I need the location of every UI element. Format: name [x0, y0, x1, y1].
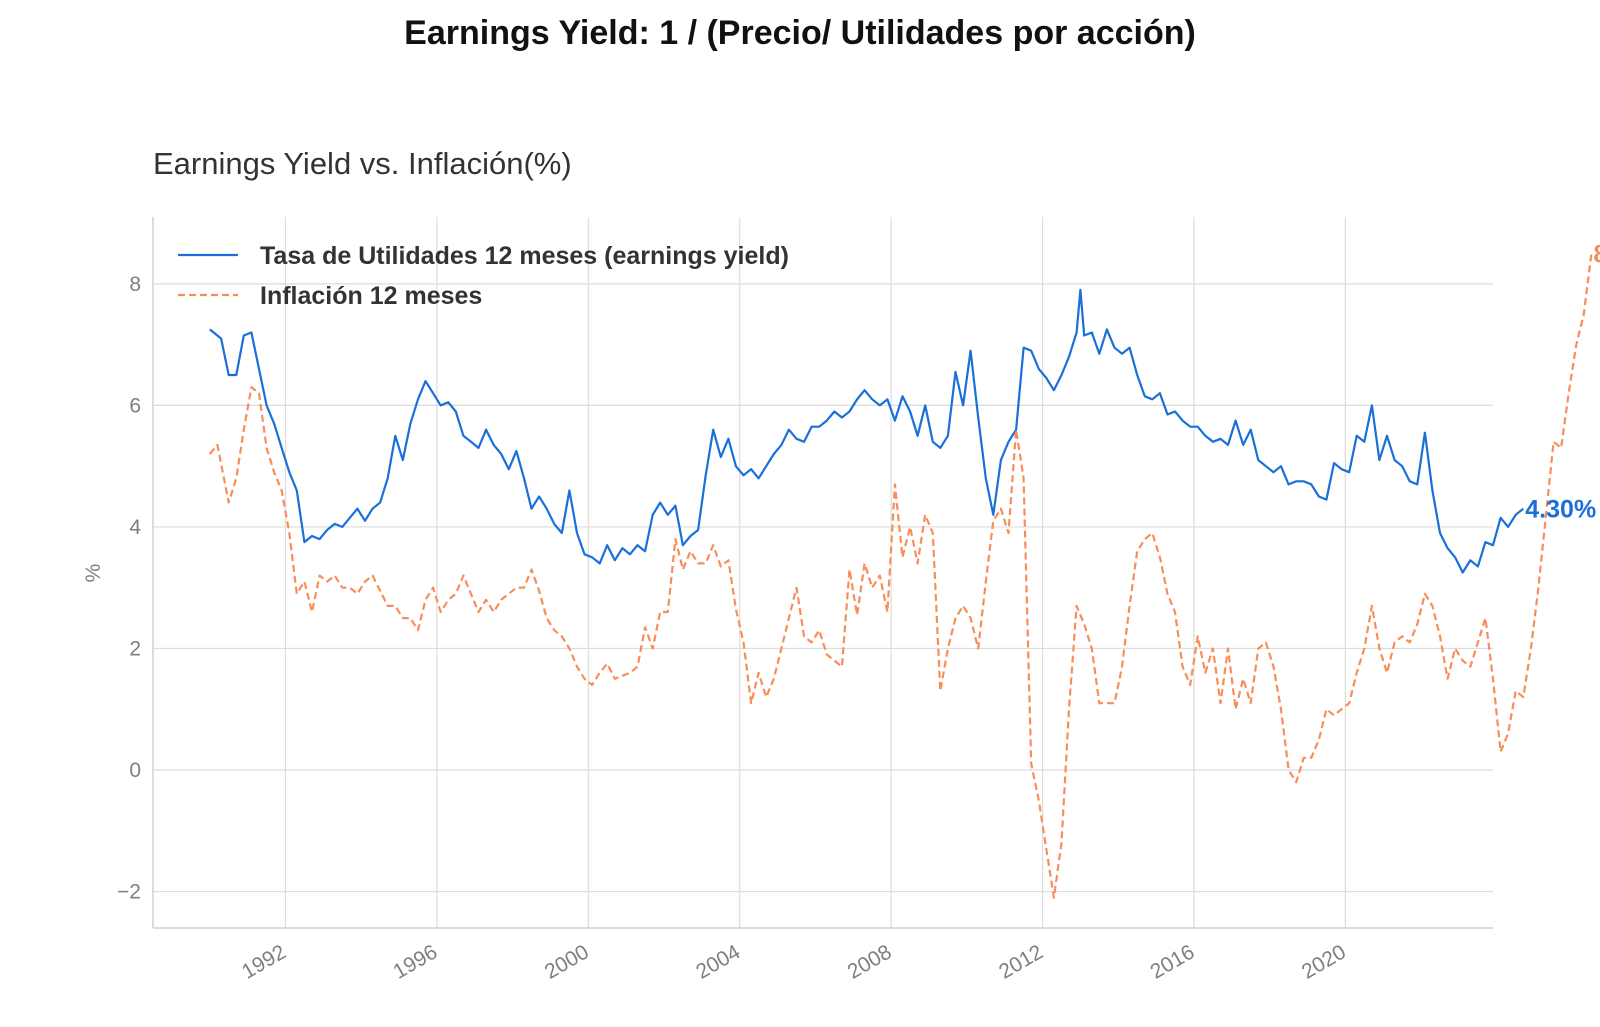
y-tick-label: 8	[129, 273, 141, 296]
x-tick-label: 1992	[238, 940, 290, 983]
y-tick-labels: −2 0 2 4 6 8	[117, 273, 141, 904]
series-line-1	[209, 288, 1524, 574]
series-group	[208, 253, 1593, 899]
x-tick-label: 1996	[389, 940, 441, 983]
y-tick-label: 2	[129, 637, 141, 660]
y-tick-label: 0	[129, 759, 141, 782]
x-tick-label: 2012	[995, 940, 1047, 983]
end-value-label-1: 4.30%	[1525, 496, 1596, 524]
grid-lines	[153, 217, 1493, 928]
y-tick-label: 6	[129, 394, 141, 417]
x-tick-label: 2008	[844, 940, 896, 983]
y-tick-label: −2	[117, 881, 141, 904]
x-tick-label: 2004	[692, 940, 744, 983]
chart-title: Earnings Yield: 1 / (Precio/ Utilidades …	[404, 14, 1196, 52]
end-labels: 4.30% 8.50%	[1525, 240, 1600, 523]
legend: Tasa de Utilidades 12 meses (earnings yi…	[178, 242, 789, 310]
legend-label-1: Tasa de Utilidades 12 meses (earnings yi…	[260, 242, 789, 270]
y-tick-label: 4	[129, 516, 141, 539]
legend-label-2: Inflación 12 meses	[260, 282, 482, 310]
x-tick-label: 2000	[541, 940, 593, 983]
y-axis-label: %	[82, 564, 105, 583]
end-value-label-2: 8.50%	[1593, 240, 1600, 268]
x-tick-labels: 1992 1996 2000 2004 2008 2012 2016 2020	[238, 940, 1350, 983]
x-tick-label: 2016	[1147, 940, 1199, 983]
series-line-2	[208, 253, 1593, 899]
x-tick-label: 2020	[1298, 940, 1350, 983]
chart-subtitle: Earnings Yield vs. Inflación(%)	[153, 146, 572, 181]
